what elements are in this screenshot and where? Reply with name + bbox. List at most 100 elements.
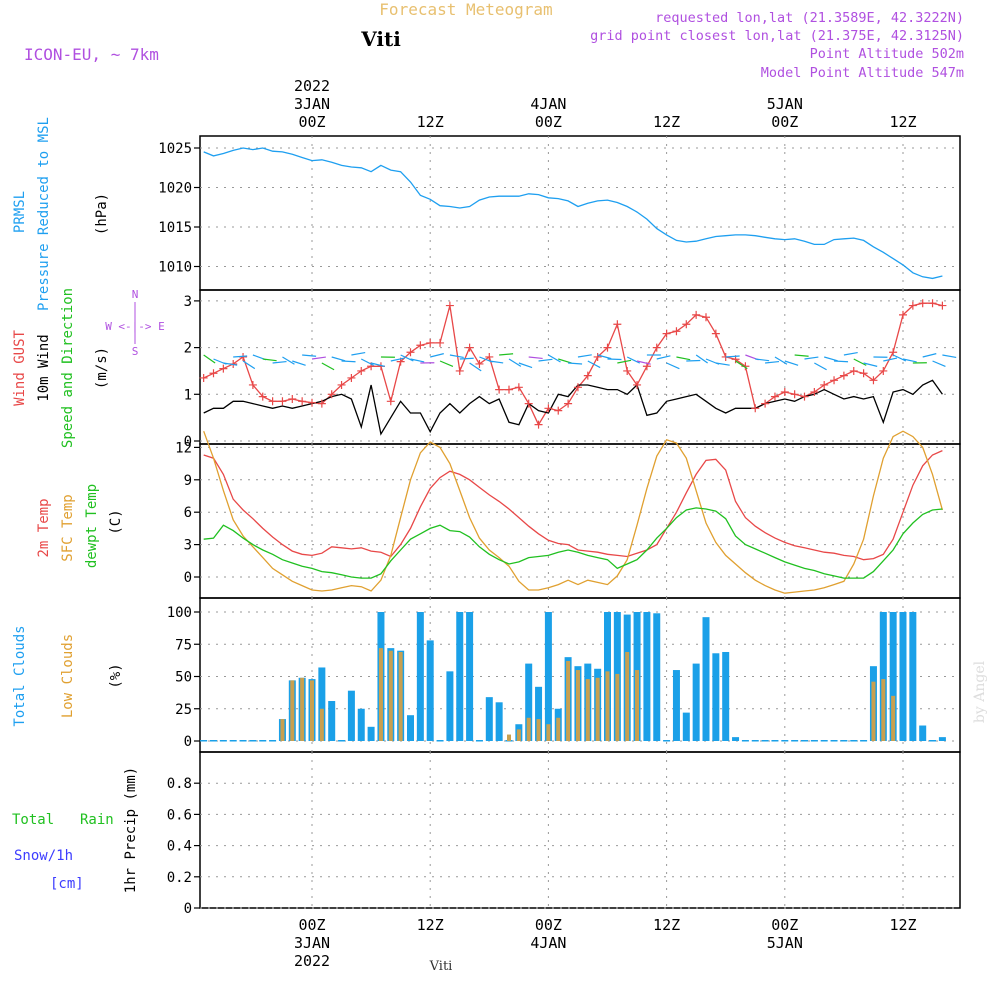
total-cloud-bar [239,740,247,742]
wind-arrow [755,358,770,362]
y-tick-label: 75 [175,637,192,653]
wind-arrow [203,354,216,364]
gust-point [613,320,622,329]
gust-point [475,359,484,368]
low-cloud-bar [280,719,285,741]
gust-point [790,390,799,399]
wind-arrow [784,360,799,366]
total-cloud-bar [830,740,838,742]
wind-arrow [449,354,464,359]
total-cloud-bar [210,740,217,742]
gust-point [839,371,848,380]
wind-arrow [922,353,937,358]
gust-point [652,343,661,352]
y-tick-label: 0.6 [167,807,192,823]
total-cloud-bar [544,612,552,741]
total-cloud-bar [791,740,799,742]
sfc-temp-label: SFC Temp [60,494,76,561]
wind-arrow [617,359,632,364]
rain-label: Rain [80,812,114,828]
total-cloud-bar [919,725,927,741]
gust-point [406,348,415,357]
wind-arrow [341,360,356,363]
gust-point [248,380,257,389]
gust-point [426,338,435,347]
gust-point [209,369,218,378]
chart-title: Forecast Meteogram [379,0,552,19]
top-time-label: 00Z [771,113,798,131]
total-cloud-bar [338,740,346,742]
temp-panel [199,443,961,599]
temp-labels: 2m Temp SFC Temp dewpt Temp (C) [36,484,124,568]
wind-arrow [577,354,592,358]
gust-point [593,352,602,361]
wind-arrow [774,356,788,365]
gust-point [455,366,464,375]
temp2m-label: 2m Temp [36,498,52,557]
wind-arrow [360,358,374,366]
gust-point [327,390,336,399]
wind-arrow [489,360,504,364]
bottom-time-label: 3JAN [294,934,330,952]
total-cloud-bar [771,740,779,742]
total-cloud-bar [840,740,848,742]
gust-point [800,392,809,401]
wind-arrow [499,353,514,356]
low-cloud-bar [585,679,590,741]
gust-point [623,366,632,375]
wind-arrow [568,362,583,365]
wind-arrow [725,355,740,358]
gust-point [751,404,760,413]
wind-arrow [626,356,641,364]
total-cloud-bar [456,612,464,741]
total-cloud-bar [495,702,503,741]
wind-arrow [843,351,858,356]
total-cloud-bar [328,701,336,741]
low-cloud-bar [891,695,896,741]
y-tick-label: 12 [175,440,192,456]
low-cloud-bar [871,681,876,741]
total-cloud-bar [475,740,483,742]
y-tick-label: 6 [184,505,192,521]
total-cloud-bar [229,740,237,742]
total-cloud-bar [663,740,671,742]
low-cloud-bar [536,719,541,741]
y-tick-label: 3 [184,538,192,554]
gust-point [505,385,513,394]
data-layer [199,147,957,742]
low-cloud-bar [556,717,561,741]
top-time-label: 12Z [653,113,680,131]
bottom-time-label: 12Z [889,916,916,934]
gust-point [308,398,316,407]
total-cloud-bar [643,612,651,741]
wind-arrow [676,356,691,361]
gust-point [347,373,356,382]
gust-point [810,387,819,396]
low-cloud-bar [625,651,630,741]
total-cloud-bar [485,697,493,741]
total-cloud-bar [347,690,355,741]
series-line-wind-gust [203,302,943,427]
total-cloud-bar [860,740,868,742]
total-cloud-bar [741,740,749,742]
prmsl-unit: (hPa) [94,193,110,235]
wind-dir-label: Speed and Direction [60,288,76,448]
gust-point [288,394,297,403]
location-title: Viti [360,27,401,51]
gust-point [830,376,839,385]
wind-arrow [272,360,287,364]
low-cloud-bar [388,650,393,741]
snow-unit-label: [cm] [50,876,84,892]
gust-point [711,329,720,338]
y-tick-label: 0 [184,570,192,586]
total-cloud-bar [889,612,897,741]
wind-arrow [853,358,867,366]
series-line-10m-wind [203,379,943,436]
low-cloud-bar [635,670,640,741]
low-cloud-bar [575,670,580,741]
y-tick-label: 1025 [158,141,192,157]
wind-arrow [942,354,957,359]
wind-arrow [814,362,827,371]
wind-arrow [548,354,561,363]
